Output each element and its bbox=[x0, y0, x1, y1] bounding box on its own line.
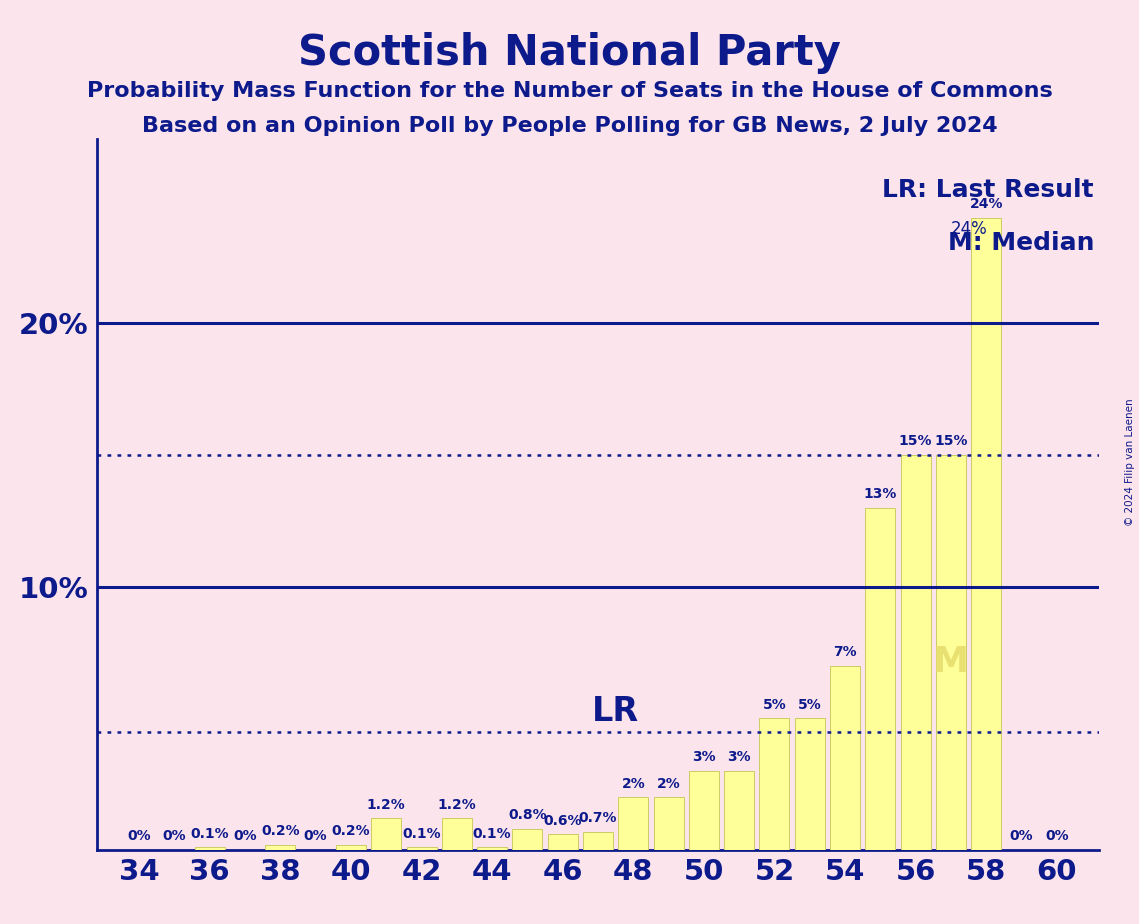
Bar bbox=[901, 455, 931, 850]
Text: 5%: 5% bbox=[763, 698, 786, 711]
Bar bbox=[548, 834, 577, 850]
Bar bbox=[724, 771, 754, 850]
Bar bbox=[513, 829, 542, 850]
Bar bbox=[371, 819, 401, 850]
Bar bbox=[336, 845, 366, 850]
Text: 13%: 13% bbox=[863, 487, 898, 501]
Text: 5%: 5% bbox=[797, 698, 821, 711]
Text: 1.2%: 1.2% bbox=[437, 797, 476, 812]
Text: 3%: 3% bbox=[728, 750, 751, 764]
Text: LR: LR bbox=[592, 695, 639, 727]
Text: 0%: 0% bbox=[1009, 830, 1033, 844]
Text: 0%: 0% bbox=[304, 830, 327, 844]
Text: 0.6%: 0.6% bbox=[543, 814, 582, 828]
Text: Probability Mass Function for the Number of Seats in the House of Commons: Probability Mass Function for the Number… bbox=[87, 81, 1052, 102]
Text: 0%: 0% bbox=[128, 830, 151, 844]
Text: M: M bbox=[933, 645, 969, 679]
Text: M: Median: M: Median bbox=[948, 231, 1095, 255]
Text: 2%: 2% bbox=[657, 777, 680, 791]
Text: 0%: 0% bbox=[163, 830, 187, 844]
Bar bbox=[654, 797, 683, 850]
Text: 0%: 0% bbox=[1044, 830, 1068, 844]
Text: LR: Last Result: LR: Last Result bbox=[883, 177, 1095, 201]
Bar bbox=[477, 847, 507, 850]
Text: 0.1%: 0.1% bbox=[190, 827, 229, 841]
Bar bbox=[972, 218, 1001, 850]
Bar bbox=[407, 847, 436, 850]
Text: 0.1%: 0.1% bbox=[473, 827, 511, 841]
Text: 0.2%: 0.2% bbox=[331, 824, 370, 838]
Bar bbox=[830, 665, 860, 850]
Text: 0.2%: 0.2% bbox=[261, 824, 300, 838]
Text: 15%: 15% bbox=[899, 434, 933, 448]
Text: 0.8%: 0.8% bbox=[508, 808, 547, 822]
Bar bbox=[760, 718, 789, 850]
Text: Based on an Opinion Poll by People Polling for GB News, 2 July 2024: Based on an Opinion Poll by People Polli… bbox=[141, 116, 998, 136]
Bar bbox=[583, 832, 613, 850]
Text: 7%: 7% bbox=[834, 645, 857, 659]
Text: 24%: 24% bbox=[950, 221, 988, 238]
Text: 1.2%: 1.2% bbox=[367, 797, 405, 812]
Text: 24%: 24% bbox=[969, 197, 1003, 211]
Text: 3%: 3% bbox=[693, 750, 715, 764]
Bar bbox=[618, 797, 648, 850]
Text: 0.1%: 0.1% bbox=[402, 827, 441, 841]
Text: © 2024 Filip van Laenen: © 2024 Filip van Laenen bbox=[1125, 398, 1134, 526]
Text: 2%: 2% bbox=[622, 777, 645, 791]
Bar bbox=[795, 718, 825, 850]
Bar bbox=[936, 455, 966, 850]
Bar bbox=[195, 847, 224, 850]
Bar bbox=[866, 507, 895, 850]
Text: Scottish National Party: Scottish National Party bbox=[298, 32, 841, 74]
Bar bbox=[265, 845, 295, 850]
Text: 15%: 15% bbox=[934, 434, 968, 448]
Bar bbox=[442, 819, 472, 850]
Bar bbox=[689, 771, 719, 850]
Text: 0%: 0% bbox=[233, 830, 257, 844]
Text: 0.7%: 0.7% bbox=[579, 811, 617, 825]
